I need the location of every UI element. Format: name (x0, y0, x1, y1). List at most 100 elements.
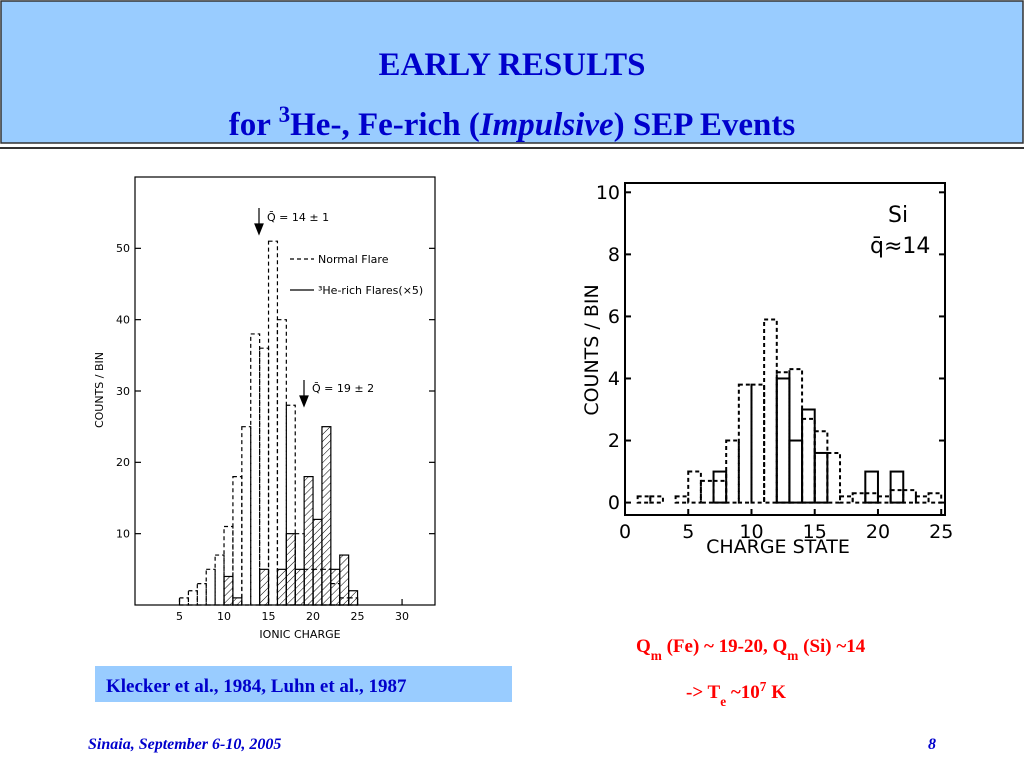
y-tick-label: 30 (116, 385, 130, 398)
histogram-bar (687, 470, 702, 504)
y-tick-label: 0 (608, 492, 620, 514)
histogram-bar (196, 582, 207, 606)
histogram-bar (259, 568, 270, 606)
text-part: for (229, 107, 279, 143)
histogram-bar (636, 495, 652, 504)
histogram-bar (775, 377, 791, 504)
text-part: -> T (686, 682, 721, 703)
histogram-bar (914, 495, 930, 504)
histogram-bar (813, 430, 829, 504)
histogram-bar (927, 492, 943, 504)
histogram-bar (801, 408, 816, 504)
text-part: 3 (279, 101, 291, 127)
histogram-bar (712, 479, 728, 504)
histogram-bar (178, 597, 190, 606)
text-part: m (651, 648, 662, 663)
histogram-bar (737, 383, 753, 504)
caption-box (95, 666, 512, 702)
text-part: e (720, 694, 726, 709)
x-tick-label: 5 (682, 521, 694, 543)
y-tick-label: 6 (608, 306, 620, 328)
note: -> Te ~107 K (686, 679, 786, 709)
x-tick-label: 25 (929, 521, 953, 543)
histogram-bar (285, 533, 296, 606)
page-number: 8 (928, 736, 936, 753)
histogram-bar (294, 568, 305, 606)
histogram-bar (232, 476, 243, 606)
x-tick-label: 20 (306, 610, 320, 623)
histogram-bar (223, 575, 234, 606)
histogram-bar (312, 518, 323, 606)
histogram-bar (876, 495, 892, 504)
histogram-bar (267, 240, 279, 606)
y-tick-label: 20 (116, 456, 130, 469)
y-tick-label: 10 (596, 182, 620, 204)
histogram-bar (241, 426, 252, 606)
histogram-bar (699, 479, 715, 504)
annotation: q̄≈14 (870, 234, 930, 259)
histogram-bar (348, 590, 359, 606)
text-part: (Fe) ~ 19-20, Q (662, 636, 787, 657)
histogram-bar (330, 568, 341, 606)
histogram-bar (303, 476, 314, 606)
x-tick-label: 5 (176, 610, 183, 623)
text-part: K (766, 682, 786, 703)
histogram-bar (250, 333, 261, 606)
histogram-bar (205, 568, 216, 606)
x-axis-label: IONIC CHARGE (259, 628, 340, 641)
histogram-bar (775, 371, 791, 504)
x-tick-label: 10 (739, 521, 763, 543)
text-part: ) SEP Events (614, 107, 796, 143)
footer: Sinaia, September 6-10, 2005 (88, 736, 281, 753)
text-part: (Si) ~14 (798, 636, 865, 657)
annotation: Q̄ = 14 ± 1 (267, 211, 329, 224)
x-tick-label: 15 (803, 521, 827, 543)
histogram-bar (712, 470, 728, 504)
histogram-bar (725, 439, 740, 504)
histogram-bar (339, 554, 350, 606)
y-tick-label: 8 (608, 244, 620, 266)
plot-frame (134, 176, 436, 606)
annotation: Si (888, 203, 908, 228)
text-part: m (787, 648, 798, 663)
histogram-bar (788, 439, 804, 504)
y-tick-label: 10 (116, 528, 130, 541)
plot-frame (624, 182, 946, 516)
x-tick-label: 10 (217, 610, 231, 623)
histogram-bar (276, 568, 287, 606)
x-tick-label: 20 (866, 521, 890, 543)
histogram-bar (321, 426, 332, 606)
note: Qm (Fe) ~ 19-20, Qm (Si) ~14 (636, 636, 866, 663)
text-part: Q (636, 636, 651, 657)
histogram-bar (864, 492, 879, 504)
x-tick-label: 25 (351, 610, 365, 623)
histogram-bar (889, 470, 905, 504)
y-tick-label: 2 (608, 430, 620, 452)
x-tick-label: 0 (619, 521, 631, 543)
histogram-bar (788, 368, 804, 504)
histogram-bar (187, 590, 198, 606)
text-part: 7 (760, 679, 767, 694)
histogram-bar (902, 489, 917, 504)
histogram-bar (232, 597, 243, 606)
x-axis-label: CHARGE STATE (706, 536, 850, 558)
y-tick-label: 4 (608, 368, 620, 390)
y-axis-label: COUNTS / BIN (581, 284, 603, 415)
text-part: ~10 (726, 682, 760, 703)
legend-label: Normal Flare (318, 253, 389, 266)
histogram-bar (763, 318, 778, 504)
histogram-bar (259, 347, 270, 606)
text-part: Impulsive (479, 107, 614, 143)
arrows (254, 208, 309, 408)
histogram-bar (826, 451, 842, 504)
y-tick-label: 40 (116, 314, 130, 327)
histogram-bar (276, 319, 287, 606)
subtitle: for 3He-, Fe-rich (Impulsive) SEP Events (229, 101, 796, 143)
x-tick-label: 15 (262, 610, 276, 623)
y-tick-label: 50 (116, 242, 130, 255)
histogram-bar (214, 554, 225, 606)
title: EARLY RESULTS (379, 47, 646, 83)
histogram-bar (864, 470, 879, 504)
